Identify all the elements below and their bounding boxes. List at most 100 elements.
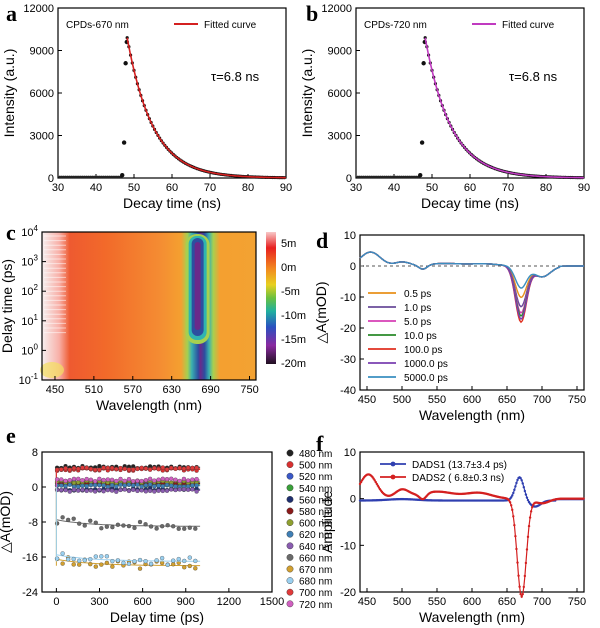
heatmap-feature	[40, 362, 64, 378]
data-point	[194, 483, 199, 488]
data-point	[90, 175, 94, 179]
data-point	[54, 483, 60, 488]
legend-label: 540 nm	[299, 484, 332, 495]
data-point	[93, 564, 98, 569]
data-point	[173, 466, 178, 472]
y-tick-label: 0	[32, 482, 38, 494]
x-tick-label: 70	[502, 182, 514, 194]
heatmap-body	[42, 232, 256, 380]
legend-label: 1000.0 ps	[404, 359, 448, 370]
data-point	[383, 175, 386, 179]
y-tick-label: -16	[22, 552, 38, 564]
data-point	[187, 563, 192, 569]
data-point	[105, 465, 110, 470]
data-point	[123, 61, 128, 66]
series-line	[359, 251, 584, 314]
data-point	[385, 175, 388, 179]
data-point	[132, 525, 137, 531]
data-point	[99, 554, 104, 559]
x-axis-label: Decay time (ns)	[421, 195, 519, 211]
data-point	[76, 476, 81, 481]
data-point	[160, 465, 165, 470]
x-axis-label: Delay time (ps)	[110, 609, 204, 625]
legend-marker	[286, 507, 294, 515]
data-point	[67, 478, 72, 483]
data-point	[176, 526, 181, 531]
series-line	[359, 251, 584, 308]
data-point	[63, 478, 68, 484]
data-point	[152, 465, 157, 471]
data-point	[400, 175, 403, 179]
y-tick-label: -10	[340, 540, 356, 552]
y-tick-label: 10	[344, 447, 356, 459]
data-point	[186, 465, 191, 470]
data-point	[80, 465, 85, 470]
data-point	[421, 61, 426, 66]
data-point	[177, 487, 182, 492]
data-point	[147, 476, 153, 481]
x-tick-label: 80	[540, 182, 552, 194]
data-point	[83, 175, 86, 179]
data-point	[64, 175, 67, 179]
plot-frame	[41, 231, 257, 381]
x-tick-label: 450	[358, 394, 376, 406]
data-point	[176, 556, 181, 562]
data-point	[156, 477, 161, 482]
data-point	[115, 558, 121, 563]
data-point	[66, 557, 71, 562]
y-tick-label: 3000	[328, 131, 352, 143]
data-point	[80, 478, 85, 483]
data-point	[59, 483, 64, 488]
x-tick-label: 550	[428, 394, 446, 406]
data-point	[169, 476, 174, 481]
y-axis-label: Delay time (ps)	[0, 259, 15, 353]
x-axis-label: Decay time (ns)	[123, 195, 221, 211]
x-tick-label: 500	[393, 394, 411, 406]
data-point	[418, 172, 423, 178]
legend-marker	[286, 519, 294, 526]
colorbar-tick-label: 5m	[281, 238, 296, 250]
data-point	[177, 478, 182, 484]
data-point	[171, 558, 176, 563]
data-point	[101, 489, 106, 494]
data-point	[54, 556, 60, 561]
y-tick-label: -8	[28, 517, 38, 529]
data-point	[143, 489, 149, 494]
data-point	[54, 467, 60, 472]
data-point	[171, 524, 176, 529]
data-point	[75, 175, 79, 179]
colorbar-tick-label: -10m	[281, 310, 306, 322]
data-point	[126, 467, 132, 472]
data-point	[160, 488, 165, 494]
data-point	[92, 175, 96, 179]
data-point	[114, 466, 119, 472]
data-point	[110, 525, 115, 530]
legend-label: 600 nm	[299, 519, 332, 530]
series-line	[359, 251, 584, 299]
data-point	[71, 487, 77, 492]
data-point	[76, 488, 81, 493]
data-point	[60, 551, 65, 556]
data-point	[122, 483, 127, 488]
legend-marker	[286, 484, 294, 492]
y-tick-label: -40	[340, 385, 356, 397]
data-point	[54, 477, 60, 482]
legend-marker	[286, 565, 294, 573]
data-point	[66, 517, 71, 523]
data-point	[109, 477, 115, 482]
legend-marker	[286, 588, 294, 596]
x-tick-label: 600	[133, 596, 151, 608]
legend-label: Fitted curve	[204, 20, 257, 31]
data-point	[92, 489, 98, 494]
data-point	[369, 175, 373, 179]
y-tick-label: 101	[21, 313, 38, 328]
legend-label: 620 nm	[299, 530, 332, 541]
data-point	[68, 175, 71, 179]
lifetime-label: τ=6.8 ns	[509, 69, 558, 84]
x-axis-label: Wavelength (nm)	[96, 397, 202, 413]
data-point	[131, 479, 136, 484]
data-point	[409, 175, 413, 179]
data-point	[97, 476, 102, 481]
data-point	[154, 526, 159, 531]
x-tick-label: 50	[426, 182, 438, 194]
